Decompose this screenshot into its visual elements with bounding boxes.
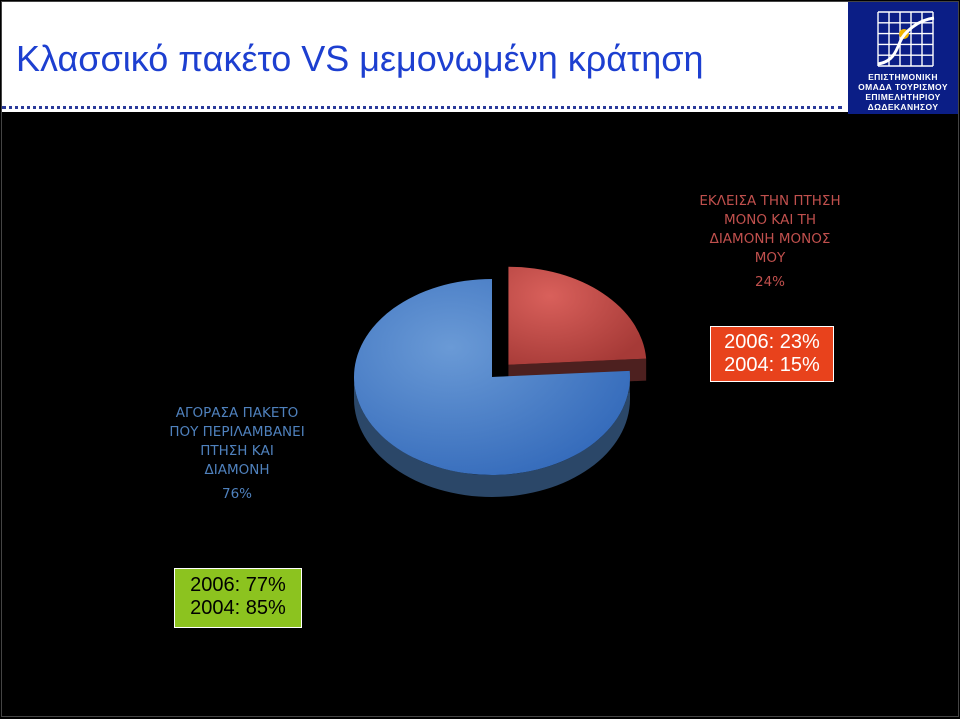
callout-line: 2004: 15% (724, 354, 820, 376)
slice-label-line: ΔΙΑΜΟΝΗ ΜΟΝΟΣ (709, 231, 831, 247)
page-title: Κλασσικό πακέτο VS μεμονωμένη κράτηση (16, 38, 704, 79)
logo-text-line-4: ΔΩΔΕΚΑΝΗΣΟΥ (867, 102, 939, 112)
logo-text-line-3: ΕΠΙΜΕΛΗΤΗΡΙΟΥ (865, 92, 941, 102)
title-divider (2, 106, 842, 109)
callout-line: 2004: 85% (190, 597, 286, 619)
callout-line: 2006: 23% (724, 331, 820, 353)
callout-red: 2006: 23% 2004: 15% (710, 326, 834, 382)
slice-value-label: 24% (754, 274, 785, 290)
pie-slice-side (354, 377, 630, 497)
callout-line: 2006: 77% (190, 574, 286, 596)
logo-graph-icon (877, 11, 935, 67)
slice-label-line: ΜΟΥ (754, 250, 786, 266)
slice-label-line: ΕΚΛΕΙΣΑ ΤΗΝ ΠΤΗΣΗ (699, 193, 841, 209)
callout-green: 2006: 77% 2004: 85% (174, 568, 302, 628)
pie-slice (354, 279, 630, 475)
slice-label-line: ΠΤΗΣΗ ΚΑΙ (200, 443, 274, 459)
logo-text-line-1: ΕΠΙΣΤΗΜΟΝΙΚΗ (868, 72, 938, 82)
slice-label-package: ΑΓΟΡΑΣΑ ΠΑΚΕΤΟ ΠΟΥ ΠΕΡΙΛΑΜΒΑΝΕΙ ΠΤΗΣΗ ΚΑ… (132, 404, 342, 504)
slice-label-line: ΠΟΥ ΠΕΡΙΛΑΜΒΑΝΕΙ (169, 424, 305, 440)
slice-label-flight-only: ΕΚΛΕΙΣΑ ΤΗΝ ΠΤΗΣΗ ΜΟΝΟ ΚΑΙ ΤΗ ΔΙΑΜΟΝΗ ΜΟ… (650, 192, 890, 292)
logo: ΕΠΙΣΤΗΜΟΝΙΚΗ ΟΜΑΔΑ ΤΟΥΡΙΣΜΟΥ ΕΠΙΜΕΛΗΤΗΡΙ… (848, 2, 958, 114)
header-bar: Κλασσικό πακέτο VS μεμονωμένη κράτηση ΕΠ… (2, 2, 958, 114)
logo-curve-icon (877, 16, 935, 66)
slice-value-label: 76% (221, 486, 252, 502)
logo-text-line-2: ΟΜΑΔΑ ΤΟΥΡΙΣΜΟΥ (858, 82, 948, 92)
slice-label-line: ΜΟΝΟ ΚΑΙ ΤΗ (723, 212, 817, 228)
pie-chart (354, 266, 647, 497)
pie-slice (508, 266, 647, 365)
slice-label-line: ΔΙΑΜΟΝΗ (204, 462, 270, 478)
slice-label-line: ΑΓΟΡΑΣΑ ΠΑΚΕΤΟ (175, 405, 299, 421)
